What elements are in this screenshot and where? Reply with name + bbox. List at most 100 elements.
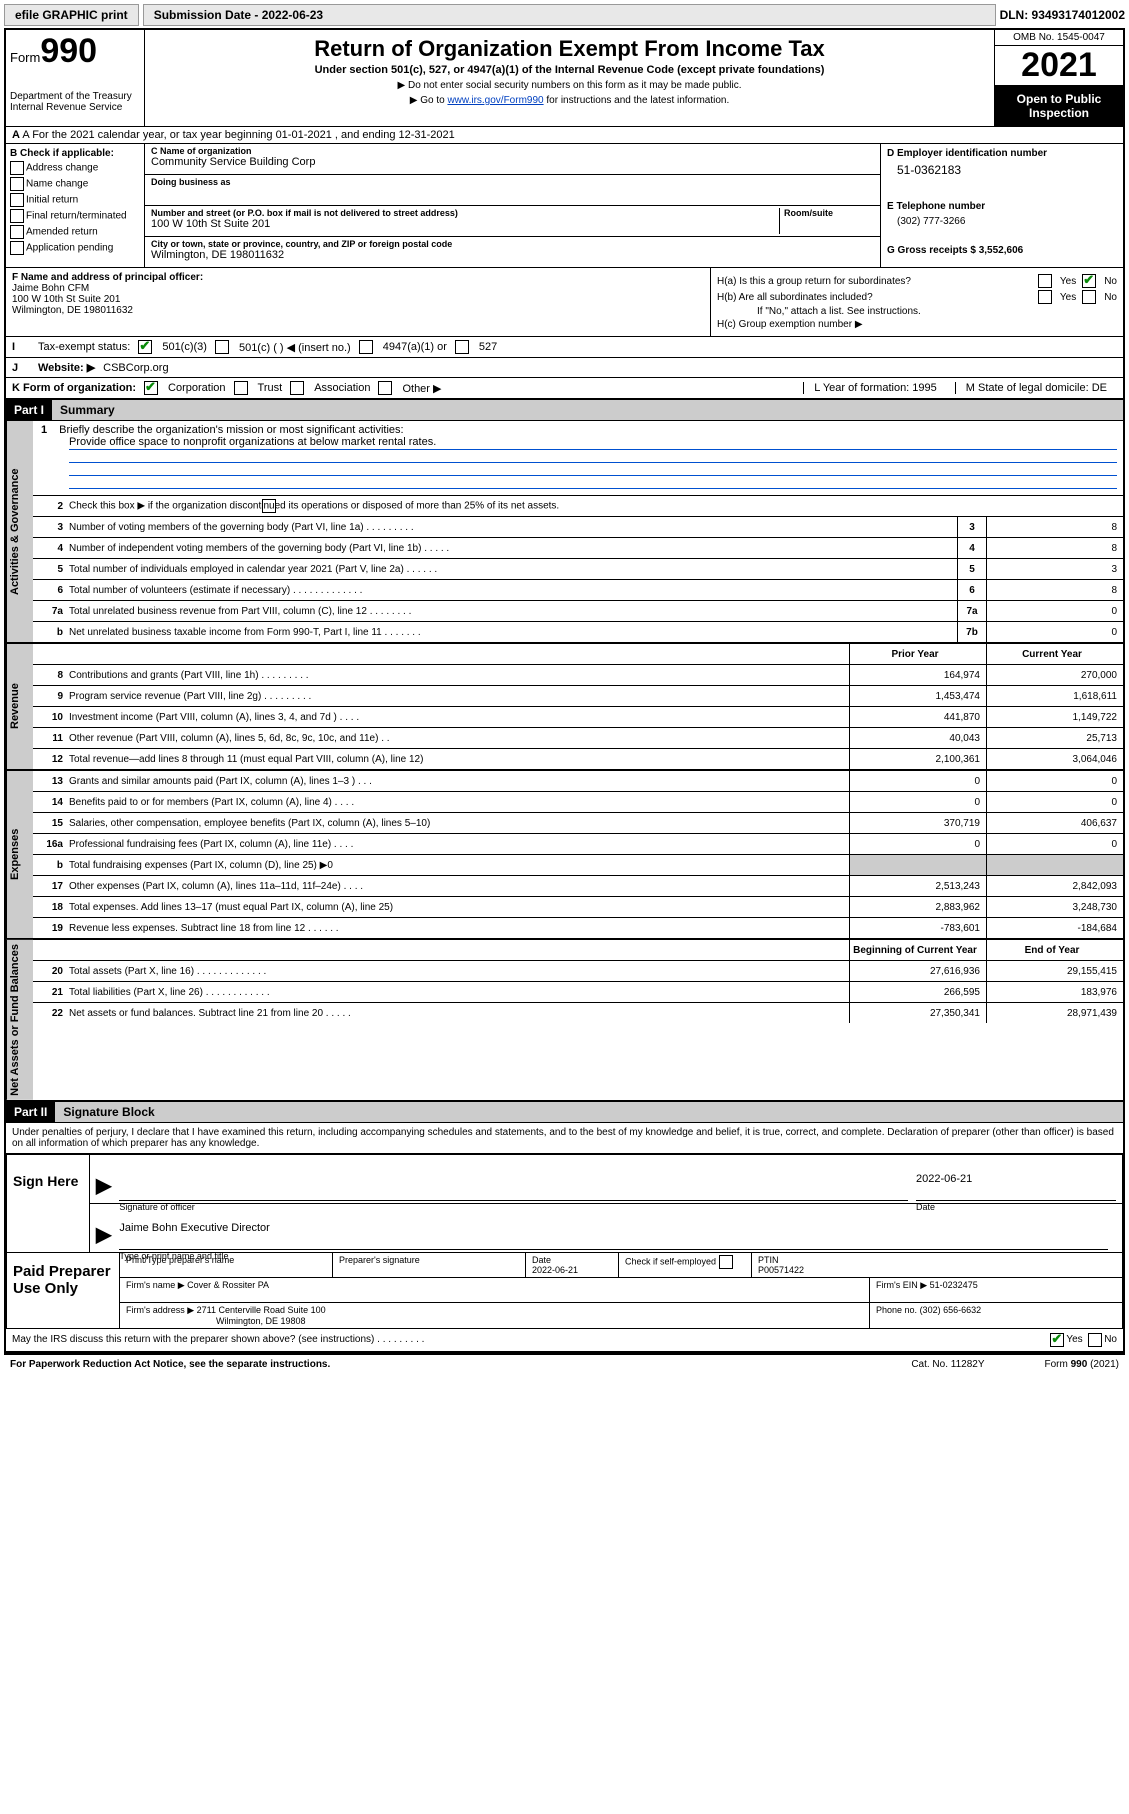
preparer-date-label: Date (532, 1255, 551, 1265)
discuss-yes[interactable] (1050, 1333, 1064, 1347)
firm-addr1: 2711 Centerville Road Suite 100 (197, 1305, 326, 1315)
org-name: Community Service Building Corp (151, 156, 874, 168)
addr-label: Number and street (or P.O. box if mail i… (151, 208, 775, 218)
note-ssn: ▶ Do not enter social security numbers o… (153, 80, 986, 91)
officer-name: Jaime Bohn CFM (12, 283, 704, 294)
form-number: 990 (40, 32, 97, 70)
opt-501c: 501(c) ( ) ◀ (insert no.) (239, 341, 351, 354)
ha-label: H(a) Is this a group return for subordin… (717, 276, 1032, 287)
yes-text: Yes (1060, 276, 1076, 287)
ha-no[interactable] (1082, 274, 1096, 288)
chk-self-employed[interactable] (719, 1255, 733, 1269)
chk-address-change[interactable]: Address change (10, 161, 140, 175)
cat-no: Cat. No. 11282Y (911, 1359, 984, 1370)
sig-arrow-icon: ▶ (96, 1173, 111, 1201)
ha-yes[interactable] (1038, 274, 1052, 288)
room-label: Room/suite (784, 208, 874, 218)
chk-amended-return[interactable]: Amended return (10, 225, 140, 239)
opt-assoc: Association (314, 382, 370, 394)
row-a-text: A For the 2021 calendar year, or tax yea… (22, 129, 454, 141)
no-text: No (1104, 276, 1117, 287)
chk-association[interactable] (290, 381, 304, 395)
tax-year: 2021 (995, 46, 1123, 86)
irs-link[interactable]: www.irs.gov/Form990 (447, 95, 543, 106)
table-row: 13Grants and similar amounts paid (Part … (33, 771, 1123, 792)
col-begin-year: Beginning of Current Year (849, 940, 986, 960)
ein-label: D Employer identification number (887, 148, 1117, 159)
org-name-label: C Name of organization (151, 146, 874, 156)
opt-corp: Corporation (168, 382, 225, 394)
discuss-no[interactable] (1088, 1333, 1102, 1347)
year-formation: L Year of formation: 1995 (803, 382, 947, 394)
declaration: Under penalties of perjury, I declare th… (6, 1123, 1123, 1154)
col-end-year: End of Year (986, 940, 1123, 960)
chk-501c3[interactable] (138, 340, 152, 354)
opt-trust: Trust (258, 382, 283, 394)
col-f-officer: F Name and address of principal officer:… (6, 268, 711, 336)
ptin-value: P00571422 (758, 1265, 804, 1275)
chk-initial-return[interactable]: Initial return (10, 193, 140, 207)
table-row: 19Revenue less expenses. Subtract line 1… (33, 918, 1123, 938)
hb-no[interactable] (1082, 290, 1096, 304)
row-k: K Form of organization: Corporation Trus… (6, 378, 1123, 400)
table-row: 18Total expenses. Add lines 13–17 (must … (33, 897, 1123, 918)
discuss-question: May the IRS discuss this return with the… (12, 1334, 1050, 1345)
chk-501c[interactable] (215, 340, 229, 354)
col-h: H(a) Is this a group return for subordin… (711, 268, 1123, 336)
side-net-assets: Net Assets or Fund Balances (6, 940, 33, 1100)
table-row: 4Number of independent voting members of… (33, 538, 1123, 559)
preparer-date-value: 2022-06-21 (532, 1265, 578, 1275)
sig-officer-line[interactable]: Signature of officer (119, 1173, 908, 1201)
ein-value: 51-0362183 (887, 159, 1117, 187)
chk-corporation[interactable] (144, 381, 158, 395)
form-title: Return of Organization Exempt From Incom… (153, 36, 986, 62)
website-label: Website: ▶ (38, 361, 95, 374)
firm-phone-value: (302) 656-6632 (920, 1305, 982, 1315)
form-footer: Form 990 (2021) (1045, 1359, 1119, 1370)
header-center: Return of Organization Exempt From Incom… (145, 30, 994, 126)
hb-yes[interactable] (1038, 290, 1052, 304)
footer-no: No (1104, 1334, 1117, 1345)
opt-other: Other ▶ (402, 382, 441, 395)
sig-arrow2-icon: ▶ (96, 1222, 111, 1250)
chk-final-return[interactable]: Final return/terminated (10, 209, 140, 223)
sig-name-value: Jaime Bohn Executive Director (119, 1222, 269, 1234)
col-prior-year: Prior Year (849, 644, 986, 664)
efile-button[interactable]: efile GRAPHIC print (4, 4, 139, 26)
firm-phone-label: Phone no. (876, 1305, 917, 1315)
chk-name-change[interactable]: Name change (10, 177, 140, 191)
paid-preparer-label: Paid Preparer Use Only (7, 1253, 120, 1328)
hc-label: H(c) Group exemption number ▶ (717, 319, 863, 330)
omb-number: OMB No. 1545-0047 (995, 30, 1123, 46)
table-row: 17Other expenses (Part IX, column (A), l… (33, 876, 1123, 897)
table-row: 20Total assets (Part X, line 16) . . . .… (33, 961, 1123, 982)
firm-ein-label: Firm's EIN ▶ (876, 1280, 927, 1290)
chk-527[interactable] (455, 340, 469, 354)
sig-name-label: Type or print name and title (119, 1251, 228, 1261)
note-goto: ▶ Go to www.irs.gov/Form990 for instruct… (153, 95, 986, 106)
chk-application-pending[interactable]: Application pending (10, 241, 140, 255)
table-row: 5Total number of individuals employed in… (33, 559, 1123, 580)
chk-4947[interactable] (359, 340, 373, 354)
yes-text2: Yes (1060, 292, 1076, 303)
line2: Check this box ▶ if the organization dis… (69, 496, 1123, 516)
form-org-label: K Form of organization: (12, 382, 136, 394)
city-label: City or town, state or province, country… (151, 239, 874, 249)
line1: 1Briefly describe the organization's mis… (33, 421, 1123, 489)
state-domicile: M State of legal domicile: DE (955, 382, 1117, 394)
addr-value: 100 W 10th St Suite 201 (151, 218, 775, 230)
table-row: 22Net assets or fund balances. Subtract … (33, 1003, 1123, 1023)
chk-discontinued[interactable] (262, 499, 276, 513)
row-j: J Website: ▶ CSBCorp.org (6, 358, 1123, 378)
sig-name-line[interactable]: Jaime Bohn Executive Director Type or pr… (119, 1222, 1108, 1250)
chk-trust[interactable] (234, 381, 248, 395)
part1-title: Summary (52, 400, 1123, 420)
chk-other[interactable] (378, 381, 392, 395)
preparer-sig-header: Preparer's signature (333, 1253, 526, 1277)
tel-label: E Telephone number (887, 201, 1117, 212)
header-left: Form990 Department of the Treasury Inter… (6, 30, 145, 126)
officer-addr1: 100 W 10th St Suite 201 (12, 294, 704, 305)
table-row: 12Total revenue—add lines 8 through 11 (… (33, 749, 1123, 769)
part2-title: Signature Block (55, 1102, 1123, 1122)
table-row: 15Salaries, other compensation, employee… (33, 813, 1123, 834)
